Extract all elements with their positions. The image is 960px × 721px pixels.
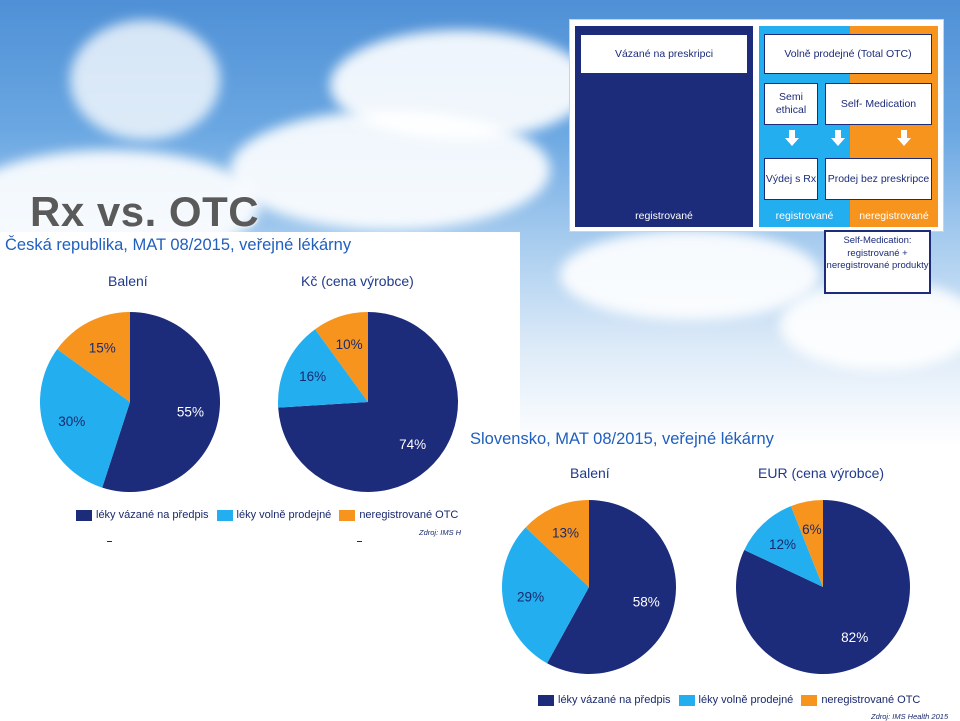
slice-rx bbox=[102, 312, 221, 492]
chart-title-sk-baleni: Balení bbox=[570, 465, 610, 481]
slice-nonreg bbox=[315, 312, 368, 402]
slice-label-otc: 29% bbox=[517, 589, 544, 604]
slice-rx bbox=[547, 500, 676, 674]
slice-label-rx: 55% bbox=[177, 405, 204, 420]
region-title-czech: Česká republika, MAT 08/2015, veřejné lé… bbox=[5, 236, 352, 254]
chart-title-cz-baleni: Balení bbox=[108, 273, 148, 289]
pie-chart-cz-kc: 74% 16% 10% bbox=[278, 312, 458, 492]
slice-rx bbox=[278, 312, 458, 492]
source-czech: Zdroj: IMS H bbox=[419, 528, 462, 537]
legend-swatch-rx bbox=[538, 694, 554, 706]
legend-item-nonreg: neregistrované OTC bbox=[339, 509, 458, 521]
legend-swatch-rx bbox=[76, 509, 92, 521]
prodej-box: Prodej bez preskripce bbox=[825, 158, 932, 200]
legend-item-rx: léky vázané na předpis bbox=[76, 509, 209, 521]
legend-item-otc: léky volně prodejné bbox=[678, 694, 794, 706]
pie-chart-sk-eur: 82% 12% 6% bbox=[736, 500, 910, 674]
rx-box: Vázané na preskripci bbox=[580, 34, 748, 74]
slice-otc bbox=[278, 329, 368, 408]
czech-panel: Česká republika, MAT 08/2015, veřejné lé… bbox=[0, 232, 520, 564]
legend-label-otc: léky volně prodejné bbox=[698, 694, 794, 706]
legend-swatch-nonreg bbox=[801, 694, 818, 706]
cloud bbox=[230, 110, 550, 230]
legend-czech: léky vázané na předpis léky volně prodej… bbox=[76, 509, 466, 521]
region-title-slovak: Slovensko, MAT 08/2015, veřejné lékárny bbox=[470, 430, 774, 448]
legend-swatch-otc bbox=[678, 694, 695, 706]
pie-chart-cz-baleni: 55% 30% 15% bbox=[39, 312, 221, 492]
legend-item-nonreg: neregistrované OTC bbox=[801, 694, 920, 706]
slice-label-nonreg: 15% bbox=[89, 340, 116, 355]
dash bbox=[107, 541, 112, 542]
slice-label-rx: 82% bbox=[841, 630, 868, 645]
legend-label-nonreg: neregistrované OTC bbox=[821, 694, 921, 706]
slice-otc bbox=[39, 349, 130, 488]
slice-nonreg bbox=[525, 500, 589, 587]
pie-chart-sk-baleni: 58% 29% 13% bbox=[502, 500, 676, 674]
slice-nonreg bbox=[57, 312, 130, 402]
legend-slovak: léky vázané na předpis léky volně prodej… bbox=[538, 694, 928, 706]
legend-swatch-otc bbox=[216, 509, 233, 521]
slice-otc bbox=[502, 527, 589, 664]
cloud bbox=[70, 20, 220, 140]
otc-box: Volně prodejné (Total OTC) bbox=[764, 34, 932, 74]
slice-label-otc: 30% bbox=[58, 414, 85, 429]
slice-otc bbox=[744, 506, 823, 587]
slice-nonreg bbox=[790, 500, 823, 587]
legend-label-nonreg: neregistrované OTC bbox=[359, 509, 459, 521]
chart-title-cz-kc: Kč (cena výrobce) bbox=[301, 273, 414, 289]
source-slovak: Zdroj: IMS Health 2015 bbox=[871, 712, 949, 721]
legend-item-otc: léky volně prodejné bbox=[216, 509, 332, 521]
legend-item-rx: léky vázané na předpis bbox=[538, 694, 671, 706]
cloud bbox=[780, 280, 960, 370]
foot-rx: registrované bbox=[635, 210, 693, 222]
legend-label-otc: léky volně prodejné bbox=[236, 509, 332, 521]
rx-column: Vázané na preskripci registrované bbox=[575, 26, 753, 227]
self-medication-box: Self- Medication bbox=[825, 83, 932, 125]
slovak-panel: Slovensko, MAT 08/2015, veřejné lékárny … bbox=[462, 424, 960, 721]
legend-swatch-nonreg bbox=[339, 509, 356, 521]
dash bbox=[357, 541, 362, 542]
cloud bbox=[560, 230, 820, 320]
slice-label-nonreg: 10% bbox=[336, 337, 363, 352]
slice-label-otc: 16% bbox=[299, 369, 326, 384]
slide-title: Rx vs. OTC bbox=[30, 188, 260, 235]
rx-otc-diagram: Vázané na preskripci registrované regist… bbox=[569, 19, 944, 232]
slice-label-nonreg: 6% bbox=[802, 522, 822, 537]
vydej-rx-box: Výdej s Rx bbox=[764, 158, 818, 200]
foot-nreg: neregistrované bbox=[859, 210, 929, 222]
foot-reg: registrované bbox=[775, 210, 834, 222]
self-medication-note: Self-Medication: registrované + neregist… bbox=[824, 230, 931, 294]
legend-label-rx: léky vázané na předpis bbox=[558, 694, 671, 706]
slice-label-otc: 12% bbox=[769, 537, 796, 552]
legend-label-rx: léky vázané na předpis bbox=[96, 509, 209, 521]
slice-label-rx: 58% bbox=[633, 595, 660, 610]
slice-label-nonreg: 13% bbox=[552, 526, 579, 541]
chart-title-sk-eur: EUR (cena výrobce) bbox=[758, 465, 885, 481]
semi-ethical-box: Semi ethical bbox=[764, 83, 818, 125]
slice-label-rx: 74% bbox=[399, 437, 426, 452]
